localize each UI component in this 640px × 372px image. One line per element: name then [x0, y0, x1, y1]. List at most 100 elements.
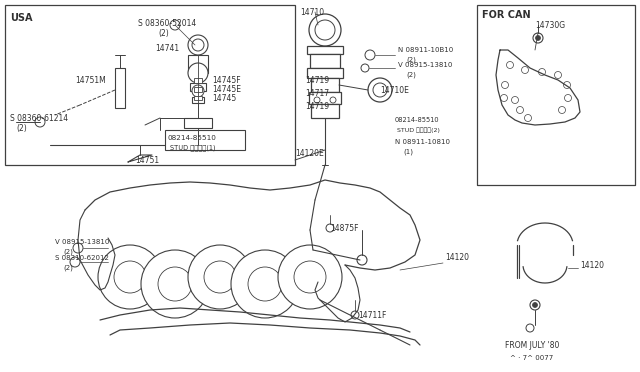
Circle shape: [314, 97, 320, 103]
Text: 14710E: 14710E: [380, 86, 409, 94]
Circle shape: [532, 302, 538, 308]
Circle shape: [506, 61, 513, 68]
Bar: [184, 118, 212, 128]
Circle shape: [192, 39, 204, 51]
Text: 14751: 14751: [135, 155, 159, 164]
Circle shape: [188, 63, 208, 83]
Circle shape: [500, 94, 508, 102]
Circle shape: [204, 261, 236, 293]
Text: (2): (2): [158, 29, 169, 38]
Circle shape: [188, 35, 208, 55]
Circle shape: [114, 261, 146, 293]
Text: S 08310-62012: S 08310-62012: [55, 255, 109, 261]
Circle shape: [192, 85, 204, 97]
Text: STUD スタッド(2): STUD スタッド(2): [397, 127, 440, 133]
Circle shape: [357, 255, 367, 265]
Circle shape: [511, 96, 518, 103]
Bar: [194, 87, 202, 92]
Text: 14875F: 14875F: [330, 224, 358, 232]
Text: 14717: 14717: [305, 89, 329, 97]
Circle shape: [373, 83, 387, 97]
Circle shape: [502, 81, 509, 89]
Circle shape: [330, 97, 336, 103]
Circle shape: [294, 261, 326, 293]
Circle shape: [368, 78, 392, 102]
Bar: [307, 46, 343, 54]
Bar: [309, 92, 341, 104]
Text: 08214-85510: 08214-85510: [168, 135, 217, 141]
Text: S 08360-52014: S 08360-52014: [138, 19, 196, 28]
Text: 14710: 14710: [300, 7, 324, 16]
Circle shape: [278, 245, 342, 309]
Circle shape: [564, 94, 572, 102]
Bar: [165, 130, 245, 150]
Circle shape: [351, 311, 359, 319]
Circle shape: [516, 106, 524, 113]
Circle shape: [315, 20, 335, 40]
Circle shape: [326, 224, 334, 232]
Bar: [190, 83, 206, 91]
Circle shape: [248, 267, 282, 301]
Circle shape: [170, 20, 180, 30]
Text: 14751M: 14751M: [75, 76, 106, 84]
Text: V 08915-13810: V 08915-13810: [398, 62, 452, 68]
Text: 14120E: 14120E: [295, 148, 324, 157]
Circle shape: [533, 33, 543, 43]
Circle shape: [73, 243, 83, 253]
Text: FOR CAN: FOR CAN: [482, 10, 531, 20]
Circle shape: [526, 324, 534, 332]
Text: (1): (1): [403, 149, 413, 155]
Circle shape: [365, 50, 375, 60]
Circle shape: [70, 257, 80, 267]
Circle shape: [309, 14, 341, 46]
Circle shape: [530, 300, 540, 310]
Text: 14730G: 14730G: [535, 20, 565, 29]
Text: (2): (2): [406, 72, 416, 78]
Bar: [311, 78, 339, 92]
Bar: [5, 5, 295, 165]
Text: S 08360-61214: S 08360-61214: [10, 113, 68, 122]
Circle shape: [188, 245, 252, 309]
Circle shape: [35, 117, 45, 127]
Bar: [307, 68, 343, 78]
Circle shape: [554, 71, 561, 78]
Text: STUD スタッド(1): STUD スタッド(1): [170, 145, 216, 151]
Circle shape: [538, 68, 545, 76]
Text: V 08915-13810: V 08915-13810: [55, 239, 109, 245]
Text: FROM JULY '80: FROM JULY '80: [505, 340, 559, 350]
Bar: [194, 96, 202, 100]
Text: 14719: 14719: [305, 76, 329, 84]
Circle shape: [559, 106, 566, 113]
Text: 14120: 14120: [580, 260, 604, 269]
Text: N 08911-10B10: N 08911-10B10: [398, 47, 453, 53]
Text: (2): (2): [63, 249, 73, 255]
Bar: [188, 55, 208, 73]
Bar: [192, 97, 204, 103]
Text: USA: USA: [10, 13, 33, 23]
Text: 08214-85510: 08214-85510: [395, 117, 440, 123]
Text: 14745: 14745: [212, 93, 236, 103]
Text: (2): (2): [406, 57, 416, 63]
Circle shape: [158, 267, 192, 301]
Bar: [194, 78, 202, 83]
Text: N 08911-10810: N 08911-10810: [395, 139, 450, 145]
Circle shape: [98, 245, 162, 309]
Circle shape: [361, 64, 369, 72]
Circle shape: [563, 81, 570, 89]
Text: (2): (2): [63, 265, 73, 271]
Text: 14741: 14741: [155, 44, 179, 52]
Text: 14120: 14120: [445, 253, 469, 263]
Text: 14719: 14719: [305, 102, 329, 110]
Text: 14745F: 14745F: [212, 76, 241, 84]
Bar: [477, 5, 635, 185]
Bar: [311, 104, 339, 118]
Bar: [115, 68, 125, 108]
Circle shape: [525, 115, 531, 122]
Circle shape: [536, 35, 541, 41]
Text: 14711F: 14711F: [358, 311, 387, 321]
Circle shape: [522, 67, 529, 74]
Circle shape: [141, 250, 209, 318]
Text: (2): (2): [16, 124, 27, 132]
Text: 14745E: 14745E: [212, 84, 241, 93]
Circle shape: [231, 250, 299, 318]
